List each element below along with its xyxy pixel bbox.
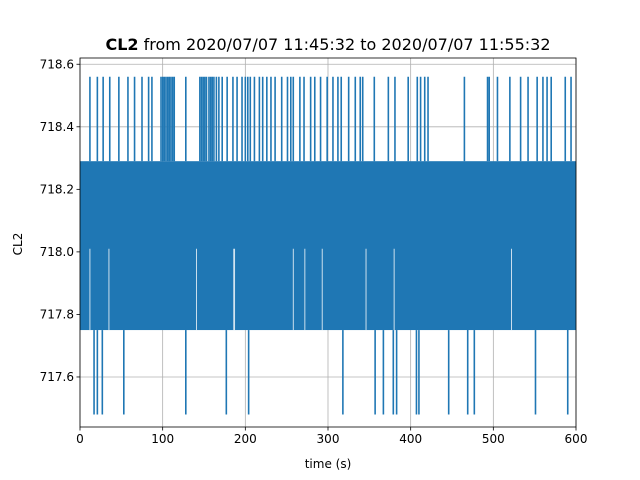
x-axis-ticks: 0 100 200 300 400 500 600	[76, 427, 587, 446]
x-tick-label: 0	[76, 432, 84, 446]
dense-band	[80, 161, 576, 331]
cl2-series	[80, 76, 576, 415]
y-tick-label: 717.8	[40, 307, 74, 321]
y-axis-ticks: 717.6 717.8 718.0 718.2 718.4 718.6	[40, 57, 80, 384]
chart-title-bold: CL2	[105, 35, 138, 54]
x-tick-label: 400	[399, 432, 422, 446]
x-tick-label: 200	[234, 432, 257, 446]
y-tick-label: 717.6	[40, 370, 74, 384]
chart-title: CL2 from 2020/07/07 11:45:32 to 2020/07/…	[105, 35, 550, 54]
x-tick-label: 300	[317, 432, 340, 446]
y-tick-label: 718.0	[40, 245, 74, 259]
x-tick-label: 600	[565, 432, 588, 446]
y-tick-label: 718.4	[40, 120, 74, 134]
y-tick-label: 718.2	[40, 182, 74, 196]
x-tick-label: 500	[482, 432, 505, 446]
y-axis-label: CL2	[11, 233, 25, 256]
chart-title-rest: from 2020/07/07 11:45:32 to 2020/07/07 1…	[139, 35, 551, 54]
y-tick-label: 718.6	[40, 57, 74, 71]
x-tick-label: 100	[151, 432, 174, 446]
x-axis-label: time (s)	[305, 457, 352, 471]
